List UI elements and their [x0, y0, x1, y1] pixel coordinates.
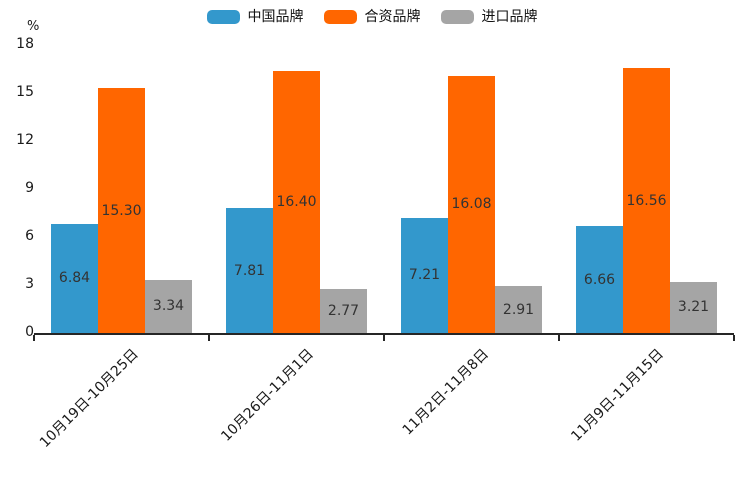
- legend-label: 中国品牌: [247, 9, 304, 25]
- legend-swatch-icon: [323, 10, 357, 24]
- x-tick-mark: [33, 335, 35, 341]
- bar: [670, 281, 717, 333]
- legend-item-1[interactable]: 合资品牌: [323, 9, 421, 25]
- bar-value-label: 16.40: [276, 193, 317, 210]
- bar-value-label: 16.08: [451, 196, 492, 213]
- bar: [98, 88, 145, 333]
- bar: [448, 75, 495, 333]
- y-tick-label: 0: [25, 324, 34, 340]
- bar: [273, 70, 320, 333]
- bar-value-label: 3.21: [677, 299, 710, 316]
- x-tick-mark: [208, 335, 210, 341]
- chart-legend: 中国品牌 合资品牌 进口品牌: [0, 9, 744, 25]
- bar: [320, 288, 367, 333]
- x-tick-mark: [558, 335, 560, 341]
- legend-label: 进口品牌: [481, 9, 538, 25]
- x-category-label: 10月26日-11月1日: [218, 346, 317, 445]
- y-tick-label: 6: [25, 228, 34, 244]
- bar-value-label: 2.91: [502, 301, 535, 318]
- legend-item-2[interactable]: 进口品牌: [440, 9, 538, 25]
- bar-value-label: 7.21: [408, 267, 441, 284]
- bar: [401, 217, 448, 333]
- x-category-label: 11月9日-11月15日: [568, 346, 667, 445]
- bar: [145, 279, 192, 333]
- bar-value-label: 16.56: [626, 192, 667, 209]
- y-tick-label: 18: [16, 36, 34, 52]
- x-axis-line: [34, 333, 734, 335]
- legend-swatch-icon: [440, 10, 474, 24]
- x-category-label: 10月19日-10月25日: [37, 346, 142, 451]
- legend-item-0[interactable]: 中国品牌: [206, 9, 304, 25]
- bar: [623, 68, 670, 333]
- bar-value-label: 6.66: [583, 271, 616, 288]
- bar: [51, 223, 98, 333]
- x-tick-mark: [383, 335, 385, 341]
- bar-value-label: 2.77: [327, 302, 360, 319]
- bar: [226, 208, 273, 333]
- bar-value-label: 3.34: [152, 298, 185, 315]
- bar: [495, 286, 542, 333]
- y-tick-label: 15: [16, 84, 34, 100]
- x-tick-mark: [733, 335, 735, 341]
- bar: [576, 226, 623, 333]
- bar-value-label: 15.30: [101, 202, 142, 219]
- bar-value-label: 7.81: [233, 262, 266, 279]
- x-category-label: 11月2日-11月8日: [399, 346, 492, 439]
- y-tick-label: 9: [25, 180, 34, 196]
- y-axis-unit-label: %: [27, 19, 40, 34]
- legend-label: 合资品牌: [364, 9, 421, 25]
- bar-value-label: 6.84: [58, 270, 91, 287]
- legend-swatch-icon: [206, 10, 240, 24]
- y-tick-label: 12: [16, 132, 34, 148]
- y-tick-label: 3: [25, 276, 34, 292]
